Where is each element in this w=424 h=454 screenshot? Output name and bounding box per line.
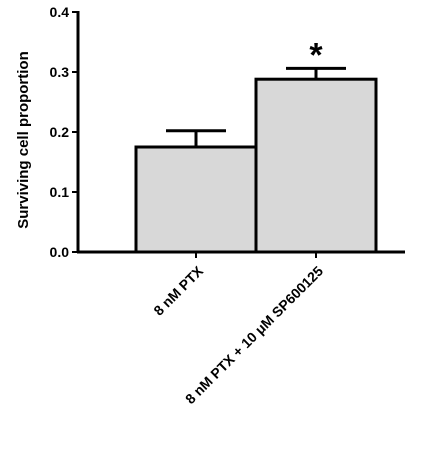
- y-tick-label: 0.0: [50, 244, 70, 260]
- significance-marker: *: [309, 36, 323, 74]
- bar: [254, 77, 378, 254]
- x-category-label: 8 nM PTX: [150, 262, 206, 318]
- bar: [134, 145, 258, 254]
- x-category-label: 8 nM PTX + 10 μM SP600125: [182, 263, 326, 407]
- y-axis-title: Surviving cell proportion: [15, 51, 32, 229]
- y-tick-label: 0.1: [50, 184, 70, 200]
- bars: *: [134, 36, 378, 254]
- y-tick-label: 0.4: [50, 4, 70, 20]
- axes: [76, 11, 405, 258]
- y-tick-label: 0.2: [50, 124, 70, 140]
- y-axis-ticks: 0.0 0.1 0.2 0.3 0.4: [50, 4, 78, 260]
- y-tick-label: 0.3: [50, 64, 70, 80]
